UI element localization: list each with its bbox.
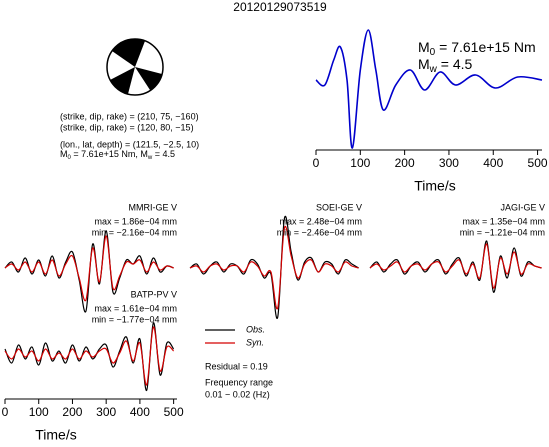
- annotation: max = 1.61e−04 mm: [94, 303, 177, 313]
- waveform: [369, 243, 542, 289]
- residual: Residual = 0.19: [205, 361, 268, 371]
- annotation: max = 1.86e−04 mm: [94, 216, 177, 226]
- annotation-sub: 0: [430, 47, 436, 58]
- annotation-part: M: [418, 56, 430, 72]
- panel-title: JAGI-GE V: [500, 202, 545, 212]
- focal-text: (strike, dip, rake) = (120, 80, −15): [60, 122, 194, 132]
- x-tick-label: 400: [130, 405, 150, 419]
- waveform: [4, 322, 175, 392]
- waveform: [315, 29, 543, 149]
- waveform: [189, 225, 359, 310]
- focal-text: (strike, dip, rake) = (210, 75, −160): [60, 111, 199, 121]
- x-tick-label: 0: [2, 405, 9, 419]
- moment-part: = 4.5: [152, 149, 175, 159]
- moment-text: M0 = 7.61e+15 Nm, Mw = 4.5: [60, 149, 175, 160]
- annotation: max = 2.48e−04 mm: [279, 216, 362, 226]
- moment-sub: 0: [68, 155, 72, 161]
- panel-title: BATP-PV V: [131, 289, 177, 299]
- x-tick-label: 100: [29, 405, 49, 419]
- focal-text: (lon., lat, depth) = (121.5, −2.5, 10): [60, 139, 199, 149]
- waveform: [4, 326, 175, 386]
- waveform: [4, 235, 174, 302]
- panel-title: MMRI-GE V: [129, 202, 178, 212]
- annotation: min = −2.16e−04 mm: [92, 227, 177, 237]
- x-axis-label: Time/s: [414, 178, 455, 194]
- x-tick-label: 100: [350, 156, 370, 170]
- annotation: min = −1.77e−04 mm: [92, 314, 177, 324]
- moment-part: = 7.61e+15 Nm, M: [71, 149, 148, 159]
- x-tick-label: 200: [395, 156, 415, 170]
- x-tick-label: 500: [164, 405, 184, 419]
- annotation: Mw = 4.5: [418, 56, 473, 75]
- panel-title: SOEI-GE V: [316, 202, 362, 212]
- legend-label: Obs.: [246, 324, 265, 334]
- legend-label: Syn.: [246, 337, 264, 347]
- annotation-part: M: [418, 39, 430, 55]
- waveform: [189, 215, 359, 319]
- x-tick-label: 500: [528, 156, 548, 170]
- x-tick-label: 300: [96, 405, 116, 419]
- annotation: M0 = 7.61e+15 Nm: [418, 39, 536, 58]
- moment-part: M: [60, 149, 68, 159]
- moment-sub: w: [147, 155, 153, 161]
- x-tick-label: 400: [483, 156, 503, 170]
- waveform: [369, 240, 542, 293]
- annotation: max = 1.35e−04 mm: [462, 216, 545, 226]
- annotation-part: = 7.61e+15 Nm: [435, 39, 535, 55]
- figure-title: 20120129073519: [233, 0, 327, 14]
- annotation: min = −2.46e−04 mm: [277, 227, 362, 237]
- frequency: 0.01 − 0.02 (Hz): [205, 389, 270, 399]
- legend: Obs. Syn.: [205, 324, 265, 347]
- frequency: Frequency range: [205, 377, 273, 387]
- x-tick-label: 300: [439, 156, 459, 170]
- x-axis-label: Time/s: [35, 427, 76, 443]
- x-tick-label: 0: [313, 156, 320, 170]
- annotation-sub: w: [429, 64, 438, 75]
- x-tick-label: 200: [62, 405, 82, 419]
- annotation: min = −1.21e−04 mm: [460, 227, 545, 237]
- beachball: [106, 38, 164, 96]
- annotation-part: = 4.5: [437, 56, 473, 72]
